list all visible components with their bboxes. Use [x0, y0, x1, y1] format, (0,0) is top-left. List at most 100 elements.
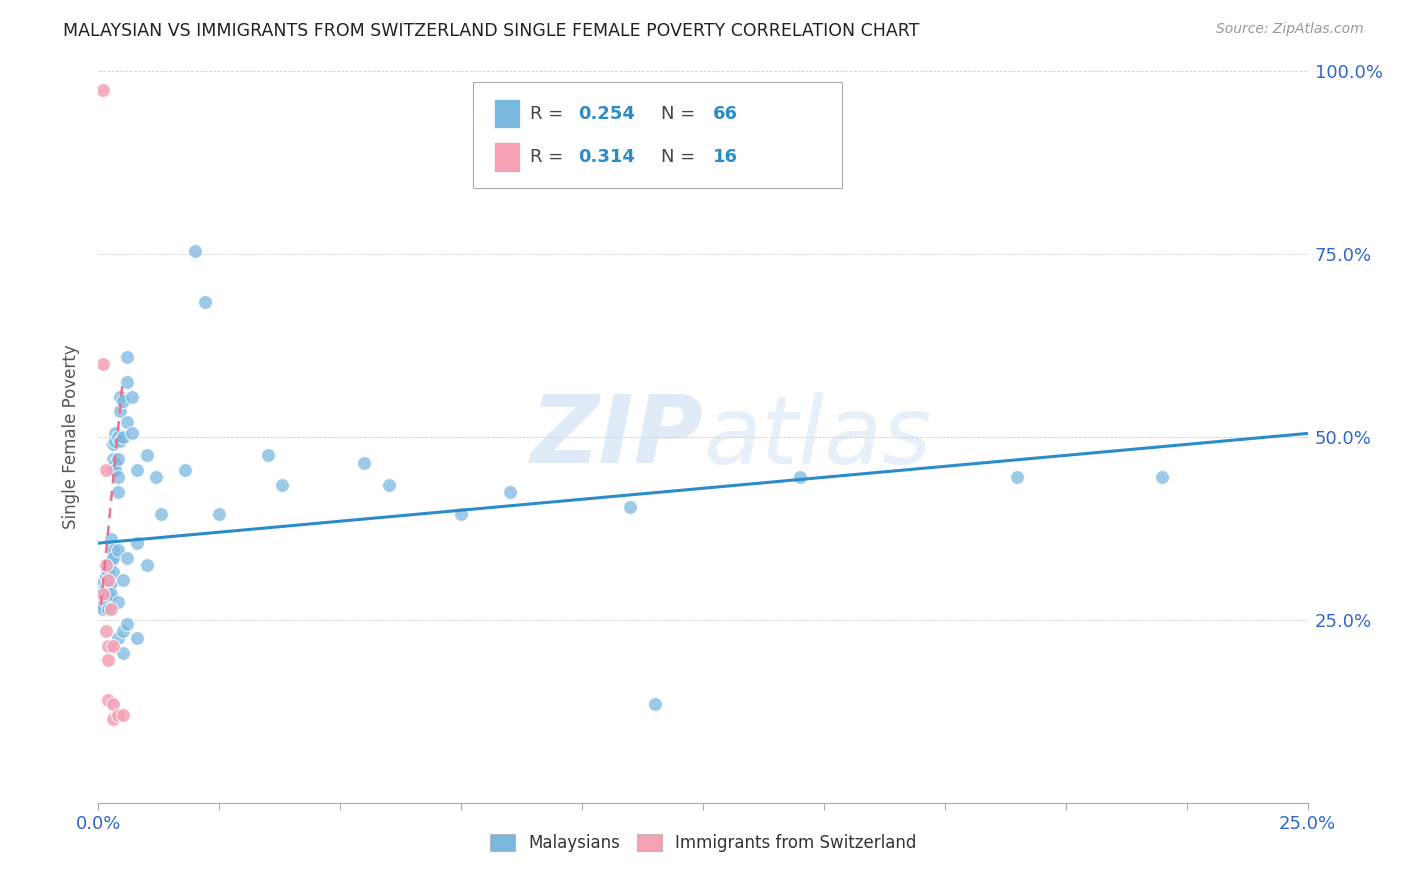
Point [789, 470, 811, 484]
Point [111, 430, 134, 444]
Point [97, 566, 120, 580]
Point [101, 697, 124, 711]
Point [97, 594, 120, 608]
Point [256, 448, 278, 462]
Point [94, 463, 117, 477]
Point [97, 639, 120, 653]
Point [117, 416, 139, 430]
Point [111, 624, 134, 638]
Point [117, 376, 139, 390]
Point [450, 507, 472, 521]
Point [91, 599, 114, 613]
Point [108, 434, 131, 448]
Point [107, 543, 129, 558]
Point [108, 404, 131, 418]
Point [100, 554, 122, 568]
Point [97, 573, 120, 587]
Text: 0.254: 0.254 [578, 104, 636, 122]
Point [101, 463, 124, 477]
Point [101, 437, 124, 451]
Point [498, 485, 520, 500]
Text: N =: N = [661, 104, 700, 122]
Text: MALAYSIAN VS IMMIGRANTS FROM SWITZERLAND SINGLE FEMALE POVERTY CORRELATION CHART: MALAYSIAN VS IMMIGRANTS FROM SWITZERLAND… [63, 22, 920, 40]
Point [145, 470, 167, 484]
Point [1152, 470, 1174, 484]
Point [91, 591, 114, 605]
Text: 0.314: 0.314 [578, 148, 636, 166]
Point [111, 646, 134, 660]
Point [101, 639, 124, 653]
Point [127, 632, 149, 646]
Point [117, 550, 139, 565]
FancyBboxPatch shape [474, 82, 842, 188]
Point [127, 463, 149, 477]
Point [97, 576, 120, 591]
Point [100, 587, 122, 601]
Point [94, 558, 117, 573]
Point [127, 536, 149, 550]
Text: 66: 66 [713, 104, 738, 122]
Point [184, 244, 207, 258]
Point [107, 594, 129, 608]
Point [208, 507, 231, 521]
Point [121, 426, 143, 441]
Point [94, 594, 117, 608]
Point [1007, 470, 1029, 484]
Point [101, 452, 124, 467]
Point [117, 350, 139, 364]
Point [111, 573, 134, 587]
Point [117, 616, 139, 631]
Point [174, 463, 197, 477]
Point [150, 507, 173, 521]
Point [353, 456, 375, 470]
Point [94, 591, 117, 605]
Point [107, 430, 129, 444]
Text: R =: R = [530, 104, 569, 122]
Point [100, 533, 122, 547]
Point [91, 602, 114, 616]
Point [94, 580, 117, 594]
Point [94, 624, 117, 638]
Point [97, 602, 120, 616]
Point [104, 434, 127, 448]
Point [100, 602, 122, 616]
Point [107, 632, 129, 646]
Point [101, 543, 124, 558]
Point [104, 463, 127, 477]
Point [91, 587, 114, 601]
Point [194, 294, 217, 309]
Point [107, 470, 129, 484]
Point [101, 550, 124, 565]
Point [91, 83, 114, 97]
Point [97, 653, 120, 667]
Point [135, 448, 157, 462]
Text: R =: R = [530, 148, 569, 166]
Text: ZIP: ZIP [530, 391, 703, 483]
Point [104, 456, 127, 470]
Point [108, 390, 131, 404]
Text: 16: 16 [713, 148, 738, 166]
Point [91, 357, 114, 371]
FancyBboxPatch shape [494, 99, 520, 128]
Point [97, 693, 120, 707]
Point [94, 569, 117, 583]
Point [271, 477, 294, 491]
Point [135, 558, 157, 573]
Point [377, 477, 399, 491]
Point [107, 485, 129, 500]
Point [101, 712, 124, 726]
Text: atlas: atlas [703, 392, 931, 483]
Y-axis label: Single Female Poverty: Single Female Poverty [62, 345, 80, 529]
Point [91, 576, 114, 591]
Point [111, 393, 134, 408]
Point [121, 390, 143, 404]
Point [104, 426, 127, 441]
Point [97, 587, 120, 601]
Text: Source: ZipAtlas.com: Source: ZipAtlas.com [1216, 22, 1364, 37]
Point [619, 500, 641, 514]
Point [644, 697, 666, 711]
Point [100, 576, 122, 591]
Point [107, 708, 129, 723]
Point [91, 583, 114, 598]
Point [107, 452, 129, 467]
